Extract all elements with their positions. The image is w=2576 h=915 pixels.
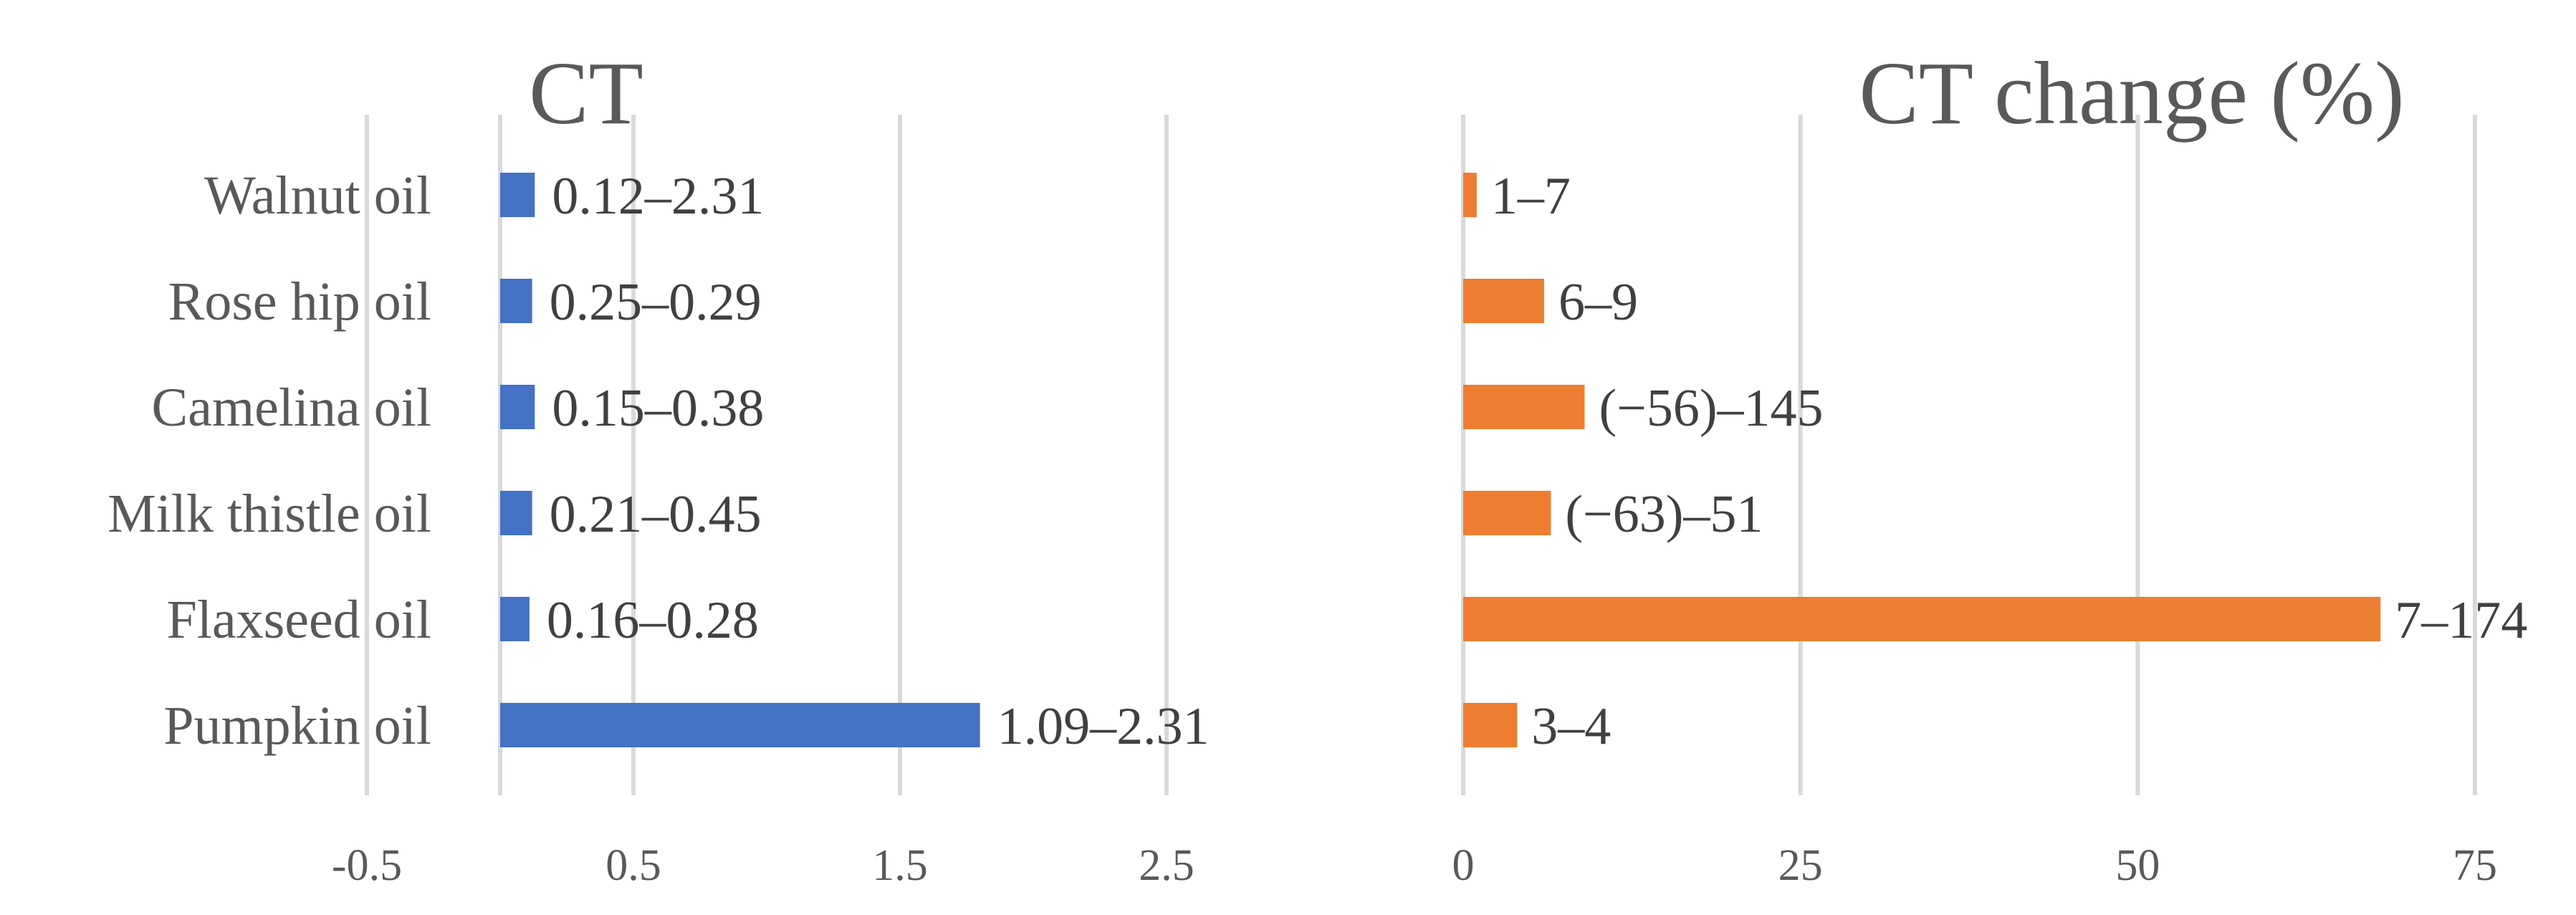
right-bar: [1463, 279, 1544, 323]
right-bar: [1463, 491, 1551, 535]
ct-bars: [500, 173, 980, 747]
left-bar: [500, 491, 532, 535]
right-data-label: 7–174: [2395, 591, 2527, 650]
ct-change-bars: [1463, 173, 2381, 747]
category-label: Pumpkin oil: [163, 696, 431, 756]
left-bar: [500, 173, 535, 217]
ct-data-labels: 0.12–2.31 0.25–0.29 0.15–0.38 0.21–0.45 0.16…: [547, 167, 1210, 756]
right-bar: [1463, 597, 2381, 641]
ct-change-tick-labels: 0 25 50 75: [1452, 841, 2498, 890]
left-bar: [500, 703, 980, 747]
left-bar: [500, 597, 530, 641]
ct-change-chart: CT change (%) 1–7 6–9 (−56)–145 (−63)–51 7–1…: [1452, 44, 2528, 890]
right-bar: [1463, 385, 1585, 429]
right-data-label: (−63)–51: [1565, 485, 1763, 544]
left-data-label: 0.25–0.29: [550, 273, 762, 332]
left-data-label: 0.21–0.45: [550, 485, 762, 544]
category-label: Walnut oil: [204, 166, 431, 226]
right-data-label: 6–9: [1558, 273, 1638, 332]
right-tick-label: 75: [2453, 841, 2497, 890]
ct-change-data-labels: 1–7 6–9 (−56)–145 (−63)–51 7–174 3–4: [1491, 167, 2527, 756]
left-tick-label: 0.5: [605, 841, 661, 890]
left-data-label: 0.12–2.31: [552, 167, 764, 226]
left-data-label: 0.16–0.28: [547, 591, 759, 650]
right-tick-label: 25: [1778, 841, 1823, 890]
left-data-label: 0.15–0.38: [552, 379, 764, 438]
ct-chart-title: CT: [529, 44, 643, 143]
left-bar: [500, 279, 532, 323]
left-tick-label: 1.5: [872, 841, 928, 890]
right-tick-label: 50: [2115, 841, 2160, 890]
left-bar: [500, 385, 535, 429]
right-bar: [1463, 703, 1518, 747]
ct-category-labels: Walnut oil Rose hip oil Camelina oil Milk t…: [107, 166, 431, 756]
left-data-label: 1.09–2.31: [997, 697, 1210, 756]
ct-chart: CT Walnut oil Rose hip oil Camelina oil Mil…: [107, 44, 1209, 890]
ct-tick-labels: -0.5 0.5 1.5 2.5: [332, 841, 1194, 890]
right-bar: [1463, 173, 1477, 217]
ct-change-chart-title: CT change (%): [1859, 44, 2404, 143]
category-label: Flaxseed oil: [167, 590, 431, 650]
left-tick-label: 2.5: [1139, 841, 1194, 890]
ct-gridlines: [365, 115, 1169, 795]
right-data-label: 1–7: [1491, 167, 1571, 226]
left-tick-label: -0.5: [332, 841, 402, 890]
category-label: Camelina oil: [152, 378, 431, 438]
right-data-label: (−56)–145: [1599, 379, 1823, 438]
right-tick-label: 0: [1452, 841, 1475, 890]
ct-change-gridlines: [1461, 115, 2477, 795]
category-label: Milk thistle oil: [107, 484, 431, 544]
category-label: Rose hip oil: [168, 272, 431, 332]
right-data-label: 3–4: [1531, 697, 1611, 756]
